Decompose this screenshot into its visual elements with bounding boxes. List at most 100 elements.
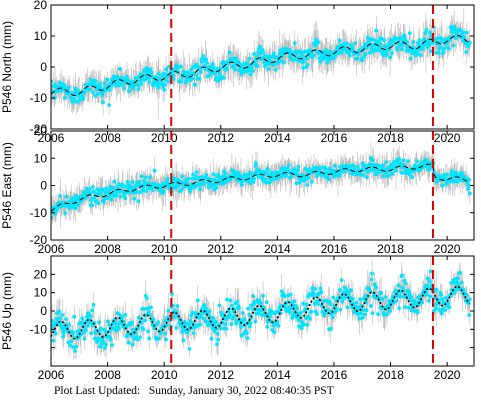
data-point <box>427 279 432 284</box>
data-point <box>407 31 412 36</box>
data-point <box>195 298 200 303</box>
data-point <box>270 328 274 332</box>
data-point <box>383 295 388 299</box>
data-point <box>337 173 342 178</box>
model-fit-line <box>51 34 470 97</box>
data-point <box>60 313 65 317</box>
data-point <box>109 197 114 202</box>
panel-east: -20 -10 0 10 20 2006 2008 2010 2012 2014 2016 2018 2… <box>0 124 475 256</box>
model-fit-line <box>51 285 471 340</box>
data-point <box>354 300 359 305</box>
data-point <box>333 163 337 168</box>
data-point <box>192 185 197 190</box>
data-point <box>417 38 422 43</box>
data-point <box>212 65 216 70</box>
data-point <box>301 301 306 306</box>
data-point <box>136 337 140 342</box>
data-point <box>464 50 469 54</box>
x-tick-label: 2014 <box>264 242 291 256</box>
data-point <box>92 190 96 195</box>
data-point <box>176 183 181 188</box>
plot-frame <box>50 4 475 130</box>
data-point <box>202 303 207 307</box>
data-point <box>215 331 220 336</box>
y-axis-label: P546 East (mm) <box>0 142 14 229</box>
x-tick-label: 2006 <box>38 242 65 256</box>
data-point <box>410 175 415 180</box>
data-point <box>54 209 59 213</box>
data-point <box>90 203 95 208</box>
data-point <box>347 49 352 54</box>
data-point <box>369 46 374 50</box>
data-point <box>100 187 105 192</box>
data-point <box>453 288 458 293</box>
data-point <box>257 308 261 312</box>
data-point <box>380 297 385 301</box>
data-point <box>134 334 139 339</box>
data-point <box>346 291 351 295</box>
data-point <box>218 71 222 75</box>
data-point <box>446 301 451 306</box>
data-point <box>435 36 440 41</box>
data-point <box>116 182 121 187</box>
data-point <box>130 342 135 347</box>
data-point <box>263 177 268 182</box>
data-point <box>251 69 255 73</box>
data-point <box>334 306 339 311</box>
data-point <box>331 56 336 61</box>
data-point <box>448 38 452 42</box>
x-tick-label: 2018 <box>377 368 404 382</box>
data-point <box>449 281 454 285</box>
data-point <box>246 306 251 311</box>
data-point <box>345 305 350 310</box>
data-point <box>161 189 166 194</box>
data-point <box>355 164 360 169</box>
data-point <box>80 316 85 321</box>
data-point <box>142 307 146 311</box>
data-point <box>272 330 277 335</box>
data-point <box>318 286 323 291</box>
data-point <box>139 174 144 179</box>
data-point <box>364 308 369 313</box>
data-point <box>364 164 368 168</box>
data-point <box>428 294 433 299</box>
data-point <box>356 312 361 316</box>
data-point <box>57 309 62 314</box>
data-point <box>349 44 354 49</box>
data-point <box>247 56 252 61</box>
data-point <box>77 328 82 333</box>
data-point <box>418 53 423 58</box>
error-bars <box>51 142 471 229</box>
data-point <box>205 176 210 181</box>
y-axis-label: P546 North (mm) <box>0 21 14 113</box>
data-point <box>179 64 183 69</box>
data-point <box>183 321 188 326</box>
data-point <box>388 55 392 60</box>
data-point <box>408 297 413 302</box>
data-point <box>301 66 306 70</box>
data-point <box>255 54 259 59</box>
data-point <box>140 188 145 193</box>
data-point <box>83 190 87 194</box>
data-point <box>237 306 242 311</box>
data-point <box>344 41 349 46</box>
data-point <box>191 172 195 177</box>
data-point <box>164 337 168 342</box>
y-tick-label: 20 <box>34 267 48 281</box>
data-point <box>166 309 171 313</box>
data-point <box>358 297 362 302</box>
data-point <box>340 299 345 304</box>
data-point <box>209 336 214 341</box>
data-point <box>313 287 318 291</box>
data-point <box>425 159 430 164</box>
x-tick-label: 2018 <box>377 131 404 145</box>
data-point <box>403 305 407 309</box>
data-point <box>190 76 195 81</box>
data-point <box>156 72 161 76</box>
data-point <box>118 194 123 199</box>
data-point <box>411 40 416 44</box>
data-point <box>275 176 280 181</box>
data-point <box>328 326 333 331</box>
data-point <box>240 311 245 315</box>
data-point <box>459 280 464 285</box>
